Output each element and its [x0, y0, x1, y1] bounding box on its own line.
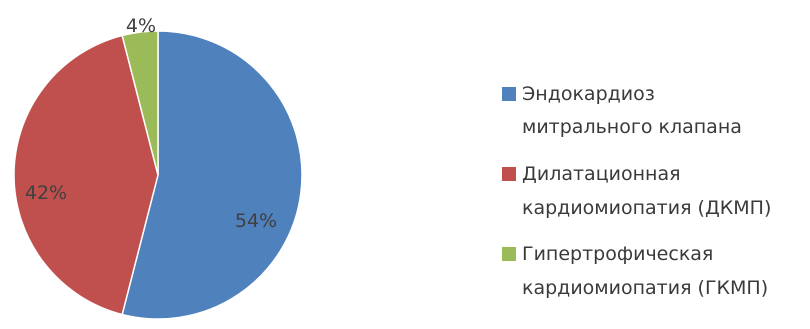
legend-label-dcm-line1: Дилатационная: [522, 163, 681, 185]
legend-label-hcm-line1: Гипертрофическая: [522, 243, 713, 265]
legend-label-endocardiosis-line1: Эндокардиоз: [522, 83, 655, 105]
data-label-endocardiosis: 54%: [235, 210, 277, 232]
pie-slice-hcm: [121, 30, 159, 176]
legend-swatch-hcm: [502, 247, 516, 261]
pie-slice-endocardiosis: [121, 30, 303, 320]
legend-swatch-dcm: [502, 167, 516, 181]
pie-slices: [13, 30, 303, 320]
data-label-hcm: 4%: [126, 15, 156, 37]
data-label-dcm: 42%: [25, 182, 67, 204]
legend: Эндокардиоз митрального клапана Дилатаци…: [502, 83, 771, 299]
legend-swatch-endocardiosis: [502, 87, 516, 101]
legend-label-hcm-line2: кардиомиопатия (ГКМП): [522, 277, 768, 299]
pie-slice-dcm: [13, 34, 159, 316]
legend-label-dcm-line2: кардиомиопатия (ДКМП): [522, 197, 771, 219]
data-labels: 54% 42% 4%: [25, 15, 277, 232]
legend-label-endocardiosis-line2: митрального клапана: [522, 116, 742, 138]
